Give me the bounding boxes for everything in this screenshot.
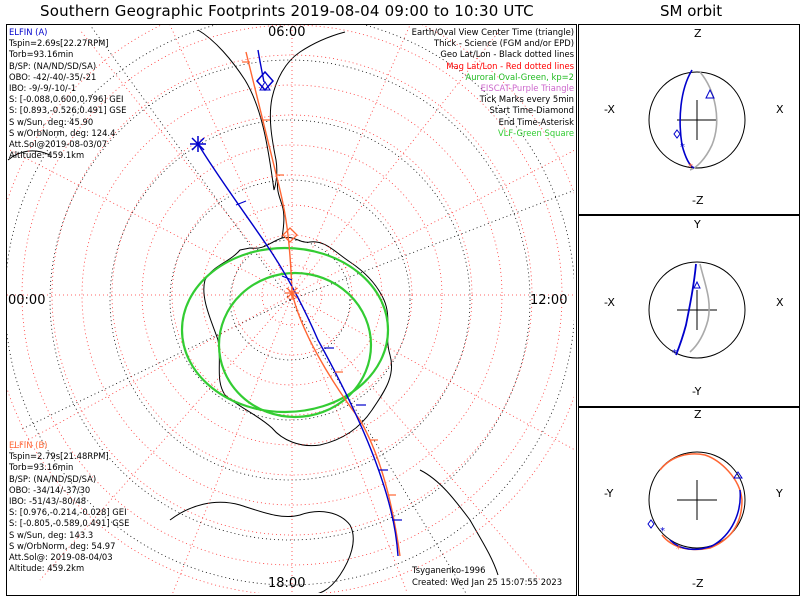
- svg-text:*: *: [688, 162, 693, 173]
- legend-entry: Auroral Oval-Green, kp=2: [465, 71, 574, 82]
- sm3-elfin-a-orbit: [669, 489, 741, 551]
- elfin-b-line: Att.Sol@: 2019-08-04/03: [9, 552, 113, 563]
- landmass-right: [419, 469, 499, 576]
- legend-entry: Tick Marks every 5min: [479, 94, 574, 105]
- auroral-oval-outer: [180, 246, 390, 414]
- legend-entry: Mag Lat/Lon - Red dotted lines: [446, 60, 574, 71]
- sm1-right-label: X: [776, 103, 784, 116]
- elfin-b-line: Altitude: 459.2km: [9, 563, 85, 574]
- elfin-a-name: ELFIN (A): [9, 27, 48, 37]
- elfin-a-end-asterisk: [190, 136, 206, 152]
- legend-entry: Start Time-Diamond: [489, 105, 574, 116]
- elfin-a-line: S w/OrbNorm, deg: 124.4: [9, 127, 116, 138]
- sm3-bottom-label: -Z: [692, 577, 704, 590]
- elfin-a-line: S w/Sun, deg: 45.90: [9, 116, 94, 127]
- elfin-b-line: S: [0.976,-0.214,-0.028] GEI: [9, 507, 127, 518]
- auroral-oval-inner: [217, 271, 373, 419]
- map-frame: [6, 24, 577, 596]
- sm1-bottom-label: -Z: [692, 194, 704, 207]
- mlt-label-top: 06:00: [268, 25, 306, 40]
- sm1-left-label: -X: [604, 103, 615, 116]
- legend-entry: Earth/Oval View Center Time (triangle): [411, 27, 574, 37]
- sm1-elfin-a-orbit: [679, 69, 695, 169]
- sm-orbit-title: SM orbit: [660, 2, 723, 20]
- view-center-triangle: [259, 81, 271, 91]
- sm2-bottom-label: -Y: [692, 385, 702, 398]
- elfin-b-line: S: [-0.805,-0.589,0.491] GSE: [9, 518, 130, 529]
- landmass-lower: [169, 501, 354, 593]
- legend-entry: VLF-Green Square: [497, 127, 574, 138]
- elfin-b-line: IBO: -51/43/-80/48: [9, 496, 87, 507]
- sm2-left-label: -X: [604, 296, 615, 309]
- elfin-a-line: S: [0.893,-0.526,0.491] GSE: [9, 105, 127, 116]
- elfin-a-info: ELFIN (A) Tspin=2.69s[22.27RPM] Torb=93.…: [9, 27, 126, 161]
- page-title: Southern Geographic Footprints 2019-08-0…: [40, 2, 534, 20]
- antarctic-peninsula: [277, 179, 285, 239]
- svg-text:*: *: [672, 348, 677, 359]
- svg-text:*: *: [660, 526, 665, 537]
- sm-panel-2: *: [648, 261, 746, 359]
- svg-text:*: *: [676, 544, 681, 555]
- legend: Earth/Oval View Center Time (triangle) T…: [412, 27, 574, 139]
- landmass-top-left: [7, 150, 51, 161]
- elfin-a-line: Torb=93.16min: [9, 49, 74, 60]
- sm2-elfin-b-orbit: [689, 263, 710, 353]
- sm-panel-1: * *: [648, 69, 746, 173]
- elfin-a-line: S: [-0.088,0.600,0.796] GEI: [9, 94, 124, 105]
- legend-entry: Geo Lat/Lon - Black dotted lines: [440, 49, 574, 60]
- elfin-a-line: Tspin=2.69s[22.27RPM]: [9, 38, 109, 49]
- elfin-a-track: [197, 143, 399, 557]
- sm3-elfin-b-orbit: [659, 453, 743, 551]
- elfin-a-line: IBO: -9/-9/-10/-1: [9, 83, 77, 94]
- elfin-b-start-diamond: [282, 227, 298, 243]
- sm3-left-label: -Y: [604, 487, 614, 500]
- elfin-b-line: Torb=93.16min: [9, 462, 74, 473]
- legend-entry: EISCAT-Purple Triangle: [480, 83, 574, 94]
- elfin-b-name: ELFIN (B): [9, 440, 48, 450]
- sm-panel-3: * *: [647, 451, 746, 555]
- sm3-right-label: Y: [776, 487, 783, 500]
- elfin-b-line: B/SP: (NA/ND/SD/SA): [9, 473, 97, 484]
- elfin-b-line: OBO: -34/14/-37/30: [9, 484, 91, 495]
- elfin-a-line: B/SP: (NA/ND/SD/SA): [9, 60, 97, 71]
- south-america-landmass: [197, 29, 346, 191]
- sm2-elfin-a-orbit: [675, 263, 697, 356]
- mlt-label-bottom: 18:00: [268, 576, 306, 591]
- sm2-right-label: X: [776, 296, 784, 309]
- antarctica-landmass: [203, 236, 392, 447]
- elfin-a-ticks: [235, 200, 402, 521]
- mlt-label-left: 00:00: [8, 293, 46, 308]
- model-label: Tsyganenko-1996: [412, 565, 486, 575]
- sm2-top-label: Y: [694, 218, 701, 231]
- elfin-b-ticks: [242, 61, 396, 496]
- elfin-b-line: S w/OrbNorm, deg: 54.97: [9, 540, 116, 551]
- legend-entry: End Time-Asterisk: [498, 116, 574, 127]
- svg-text:*: *: [680, 142, 685, 153]
- created-label: Created: Wed Jan 25 15:07:55 2023: [412, 577, 563, 587]
- mlt-label-right: 12:00: [530, 293, 568, 308]
- legend-entry: Thick - Science (FGM and/or EPD): [433, 38, 574, 49]
- elfin-b-line: Tspin=2.79s[21.48RPM]: [9, 451, 109, 462]
- mag-grid: [7, 25, 574, 593]
- sm1-top-label: Z: [694, 27, 702, 40]
- elfin-b-info: ELFIN (B) Tspin=2.79s[21.48RPM] Torb=93.…: [9, 440, 129, 574]
- elfin-a-line: Altitude: 459.1km: [9, 150, 85, 161]
- elfin-b-end-asterisk: [285, 286, 299, 300]
- elfin-a-line: Att.Sol@2019-08-03/07: [9, 139, 108, 150]
- sm1-elfin-b-orbit: [689, 71, 718, 171]
- elfin-b-line: S w/Sun, deg: 143.3: [9, 529, 94, 540]
- elfin-a-track-top: [257, 49, 265, 83]
- sm3-top-label: Z: [694, 408, 702, 421]
- geo-grid: [7, 25, 574, 593]
- elfin-a-line: OBO: -42/-40/-35/-21: [9, 71, 97, 82]
